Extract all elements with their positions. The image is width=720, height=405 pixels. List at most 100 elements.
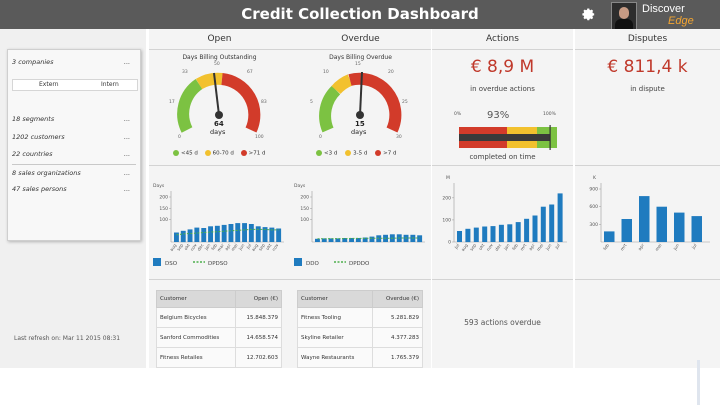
open-header[interactable]: Open bbox=[207, 34, 232, 44]
filter-customers[interactable]: 1202 customers... bbox=[12, 131, 136, 143]
toggle-intern[interactable]: Intern bbox=[101, 81, 119, 88]
column-header[interactable]: Open (€) bbox=[235, 290, 282, 308]
gauge-tick: 30 bbox=[396, 134, 402, 140]
y-tick-label: 100 bbox=[442, 217, 451, 223]
filter-countries[interactable]: 22 countries... bbox=[12, 148, 136, 160]
gauge-hub bbox=[215, 111, 223, 119]
open-gauge-title: Days Billing Outstanding bbox=[182, 54, 257, 61]
disputes-header[interactable]: Disputes bbox=[627, 34, 668, 44]
ddo-chart[interactable]: Days 100 150 200 DDO DPDDO bbox=[290, 167, 431, 277]
actions-amount: € 8,9 M bbox=[470, 57, 535, 77]
bar bbox=[507, 224, 513, 242]
divider bbox=[12, 164, 136, 165]
gauge-unit: days bbox=[351, 128, 367, 136]
x-tick-label: mrt bbox=[519, 242, 528, 251]
table-row[interactable]: Skyline Retailer 4.377.283 bbox=[296, 327, 423, 348]
bar bbox=[349, 238, 354, 242]
filter-companies[interactable]: 3 companies... bbox=[12, 56, 136, 68]
column-header[interactable]: Customer bbox=[155, 290, 237, 308]
gauge-tick: 67 bbox=[247, 69, 253, 75]
gauge-needle bbox=[359, 71, 363, 116]
filter-sales-organizations[interactable]: 8 sales organizations... bbox=[12, 167, 136, 179]
gauge-tick: 0 bbox=[178, 134, 181, 140]
divider bbox=[290, 279, 431, 280]
filter-more[interactable]: ... bbox=[123, 115, 130, 123]
table-row[interactable]: Wayne Restaurants 1.765.379 bbox=[296, 347, 423, 368]
gauge-value: 15 bbox=[355, 120, 365, 128]
actions-header[interactable]: Actions bbox=[486, 34, 519, 44]
legend-label: DSO bbox=[165, 261, 178, 267]
bar bbox=[490, 226, 496, 242]
filter-more[interactable]: ... bbox=[123, 169, 130, 177]
divider bbox=[149, 279, 290, 280]
x-tick-label: okt bbox=[478, 242, 486, 251]
x-tick-label: aug bbox=[250, 242, 259, 252]
y-tick-label: 200 bbox=[442, 195, 451, 201]
overdue-top-customers-table: Customer Overdue (€) Fitness Tooling 5.281… bbox=[296, 290, 423, 368]
toggle-extern[interactable]: Extern bbox=[39, 81, 59, 88]
customer-cell: Fitness Retailes bbox=[155, 347, 237, 368]
overdue-gauge[interactable]: 0 5 10 15 20 25 30 15 days bbox=[310, 60, 410, 142]
x-tick-label: mei bbox=[536, 243, 545, 252]
filter-sidebar: 3 companies... Extern Intern 18 segments… bbox=[0, 29, 146, 368]
filter-segments[interactable]: 18 segments... bbox=[12, 113, 136, 125]
legend-swatch bbox=[316, 150, 322, 156]
y-tick-label: 150 bbox=[159, 206, 168, 212]
filter-more[interactable]: ... bbox=[123, 150, 130, 158]
disputes-caption: in dispute bbox=[630, 85, 665, 93]
bar bbox=[473, 227, 479, 242]
legend-swatch bbox=[375, 150, 382, 156]
bar bbox=[187, 229, 193, 242]
y-tick-label: 200 bbox=[159, 195, 168, 201]
gauge-band-yellow bbox=[195, 72, 223, 90]
completion-progress[interactable]: 93% 0% 100% bbox=[452, 103, 564, 163]
actions-caption: in overdue actions bbox=[470, 85, 535, 93]
filter-more[interactable]: ... bbox=[123, 58, 130, 66]
x-tick-label: jan bbox=[502, 242, 511, 251]
filter-more[interactable]: ... bbox=[123, 185, 130, 193]
gauge-tick: 50 bbox=[214, 61, 220, 67]
bar bbox=[621, 219, 632, 242]
bar bbox=[235, 223, 241, 242]
bar bbox=[180, 230, 186, 243]
bar bbox=[315, 238, 320, 242]
table-row[interactable]: Belgium Bicycles 15.848.379 bbox=[155, 307, 282, 328]
column-header[interactable]: Overdue (€) bbox=[372, 290, 423, 308]
table-row[interactable]: Fitness Tooling 5.281.829 bbox=[296, 307, 423, 328]
overdue-header[interactable]: Overdue bbox=[341, 34, 380, 44]
legend-label: 60-70 d bbox=[212, 150, 234, 157]
legend-swatch bbox=[173, 150, 179, 156]
y-tick-label: 600 bbox=[589, 204, 598, 210]
legend-swatch bbox=[153, 258, 161, 266]
open-column: Open Days Billing Outstanding 0 17 33 50… bbox=[149, 29, 290, 368]
progress-max-label: 100% bbox=[543, 111, 557, 117]
open-gauge[interactable]: 0 17 33 50 67 83 100 64 days bbox=[169, 60, 269, 142]
column-header[interactable]: Customer bbox=[296, 290, 374, 308]
gauge-tick: 17 bbox=[169, 99, 175, 105]
x-tick-label: sep bbox=[176, 242, 185, 251]
bar bbox=[691, 216, 702, 242]
gauge-tick: 20 bbox=[388, 69, 394, 75]
x-tick-label: jul bbox=[553, 243, 561, 251]
gauge-unit: days bbox=[210, 128, 226, 136]
company-type-toggle[interactable]: Extern Intern bbox=[12, 79, 138, 91]
x-tick-label: okt bbox=[183, 242, 191, 251]
avatar[interactable] bbox=[611, 2, 637, 30]
table-header-row: Customer Overdue (€) bbox=[296, 290, 423, 308]
divider bbox=[575, 165, 720, 166]
bar bbox=[498, 224, 504, 242]
legend-swatch bbox=[294, 258, 302, 266]
table-row[interactable]: Fitness Retailes 12.702.603 bbox=[155, 347, 282, 368]
x-tick-label: feb bbox=[210, 242, 218, 251]
last-refresh: Last refresh on: Mar 11 2015 08:31 bbox=[14, 335, 121, 342]
gear-icon[interactable] bbox=[579, 6, 596, 23]
x-tick-label: jul bbox=[453, 243, 461, 251]
table-row[interactable]: Sanford Commodities 14.658.574 bbox=[155, 327, 282, 348]
filter-label: 18 segments bbox=[12, 115, 55, 123]
filter-sales-persons[interactable]: 47 sales persons... bbox=[12, 183, 136, 195]
filter-more[interactable]: ... bbox=[123, 133, 130, 141]
bar bbox=[532, 215, 538, 242]
